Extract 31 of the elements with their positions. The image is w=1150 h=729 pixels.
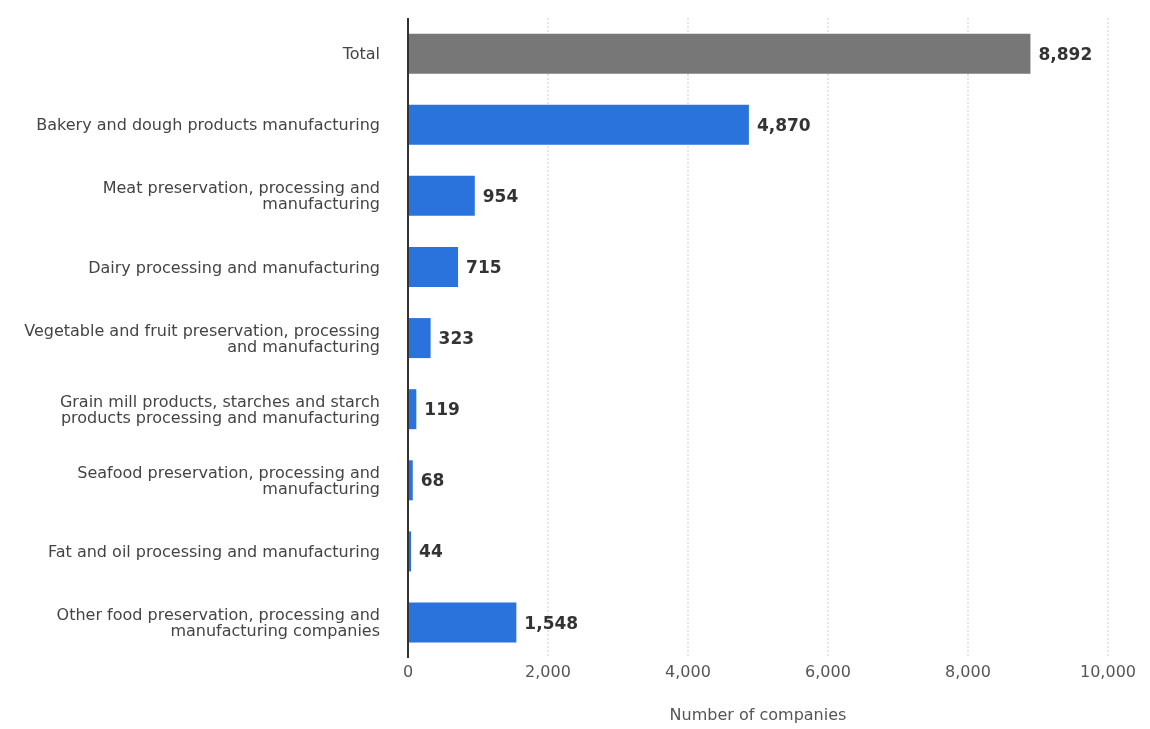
x-tick-label: 4,000 <box>665 662 711 682</box>
y-tick-label: Meat preservation, processing and manufacturing <box>102 178 380 214</box>
x-axis-title: Number of companies <box>669 705 847 724</box>
bar <box>408 33 1031 74</box>
y-tick-label: Grain mill products, starches and starch products processing and manufacturing <box>59 391 380 427</box>
bar <box>408 602 517 643</box>
data-label: 1,548 <box>524 612 579 633</box>
data-label: 44 <box>419 541 443 562</box>
data-label: 119 <box>424 399 460 420</box>
y-tick-label: Total <box>341 44 380 64</box>
y-tick-label: Fat and oil processing and manufacturing <box>48 542 380 562</box>
data-label: 954 <box>482 185 519 206</box>
x-tick-label: 2,000 <box>525 662 571 682</box>
bar <box>408 104 749 145</box>
data-label: 323 <box>438 328 475 349</box>
bar <box>408 246 459 287</box>
x-tick-label: 6,000 <box>805 662 851 682</box>
y-tick-label: Other food preservation, processing and manufacturing companies <box>56 605 380 641</box>
data-label: 715 <box>466 256 502 277</box>
y-tick-label: Dairy processing and manufacturing <box>88 257 380 277</box>
data-label: 8,892 <box>1038 43 1093 64</box>
y-tick-label: Bakery and dough products manufacturing <box>36 115 380 135</box>
data-label: 4,870 <box>756 114 811 135</box>
x-tick-label: 8,000 <box>945 662 991 682</box>
bar <box>408 175 475 216</box>
y-tick-label: Seafood preservation, processing and manufacturing <box>77 462 380 498</box>
bar <box>408 318 431 359</box>
x-tick-label: 0 <box>402 662 414 682</box>
y-tick-label: Vegetable and fruit preservation, processing and manufacturing <box>24 320 380 356</box>
data-label: 68 <box>420 470 445 491</box>
x-tick-label: 10,000 <box>1080 662 1136 682</box>
